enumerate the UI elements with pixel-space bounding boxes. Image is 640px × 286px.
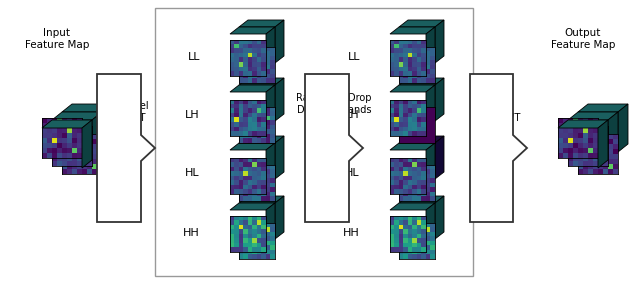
Text: HL: HL	[186, 168, 200, 178]
Polygon shape	[239, 78, 284, 85]
Polygon shape	[390, 203, 435, 210]
Polygon shape	[399, 78, 444, 85]
Polygon shape	[608, 112, 618, 160]
Polygon shape	[230, 27, 275, 34]
Text: LL: LL	[188, 52, 200, 62]
Text: LH: LH	[346, 110, 360, 120]
Polygon shape	[399, 136, 444, 143]
Text: Input
Feature Map: Input Feature Map	[25, 28, 89, 49]
Polygon shape	[618, 104, 628, 152]
Polygon shape	[390, 27, 435, 34]
Polygon shape	[102, 104, 112, 152]
Polygon shape	[266, 85, 275, 128]
Polygon shape	[275, 78, 284, 121]
Polygon shape	[390, 143, 435, 150]
Polygon shape	[399, 196, 444, 203]
Polygon shape	[275, 136, 284, 179]
Polygon shape	[92, 112, 102, 160]
Polygon shape	[266, 27, 275, 70]
Text: Output
Feature Map: Output Feature Map	[551, 28, 615, 49]
Polygon shape	[42, 120, 92, 128]
Polygon shape	[275, 196, 284, 239]
Polygon shape	[426, 203, 435, 246]
Polygon shape	[568, 112, 618, 120]
Polygon shape	[266, 203, 275, 246]
Polygon shape	[82, 120, 92, 168]
Bar	[155, 8, 473, 276]
Polygon shape	[230, 143, 275, 150]
Text: HH: HH	[183, 228, 200, 238]
Polygon shape	[62, 104, 112, 112]
Polygon shape	[435, 136, 444, 179]
Polygon shape	[275, 20, 284, 63]
Polygon shape	[426, 143, 435, 186]
Polygon shape	[239, 136, 284, 143]
Polygon shape	[239, 196, 284, 203]
FancyArrow shape	[97, 74, 155, 222]
Polygon shape	[390, 85, 435, 92]
Text: HL: HL	[346, 168, 360, 178]
Polygon shape	[598, 120, 608, 168]
Polygon shape	[399, 20, 444, 27]
Polygon shape	[239, 20, 284, 27]
FancyArrow shape	[305, 74, 363, 222]
Polygon shape	[435, 78, 444, 121]
Polygon shape	[426, 85, 435, 128]
Polygon shape	[578, 104, 628, 112]
Polygon shape	[230, 85, 275, 92]
Text: LL: LL	[348, 52, 360, 62]
Polygon shape	[230, 203, 275, 210]
Polygon shape	[435, 20, 444, 63]
Polygon shape	[558, 120, 608, 128]
Text: LH: LH	[186, 110, 200, 120]
Text: 2D-IDWT: 2D-IDWT	[477, 113, 521, 123]
Text: HH: HH	[343, 228, 360, 238]
FancyArrow shape	[470, 74, 527, 222]
Polygon shape	[435, 196, 444, 239]
Text: One-level
2D-DWT: One-level 2D-DWT	[102, 102, 149, 123]
Polygon shape	[426, 27, 435, 70]
Text: Randomly Drop
Detailed Bands: Randomly Drop Detailed Bands	[296, 94, 372, 115]
Polygon shape	[266, 143, 275, 186]
Polygon shape	[52, 112, 102, 120]
